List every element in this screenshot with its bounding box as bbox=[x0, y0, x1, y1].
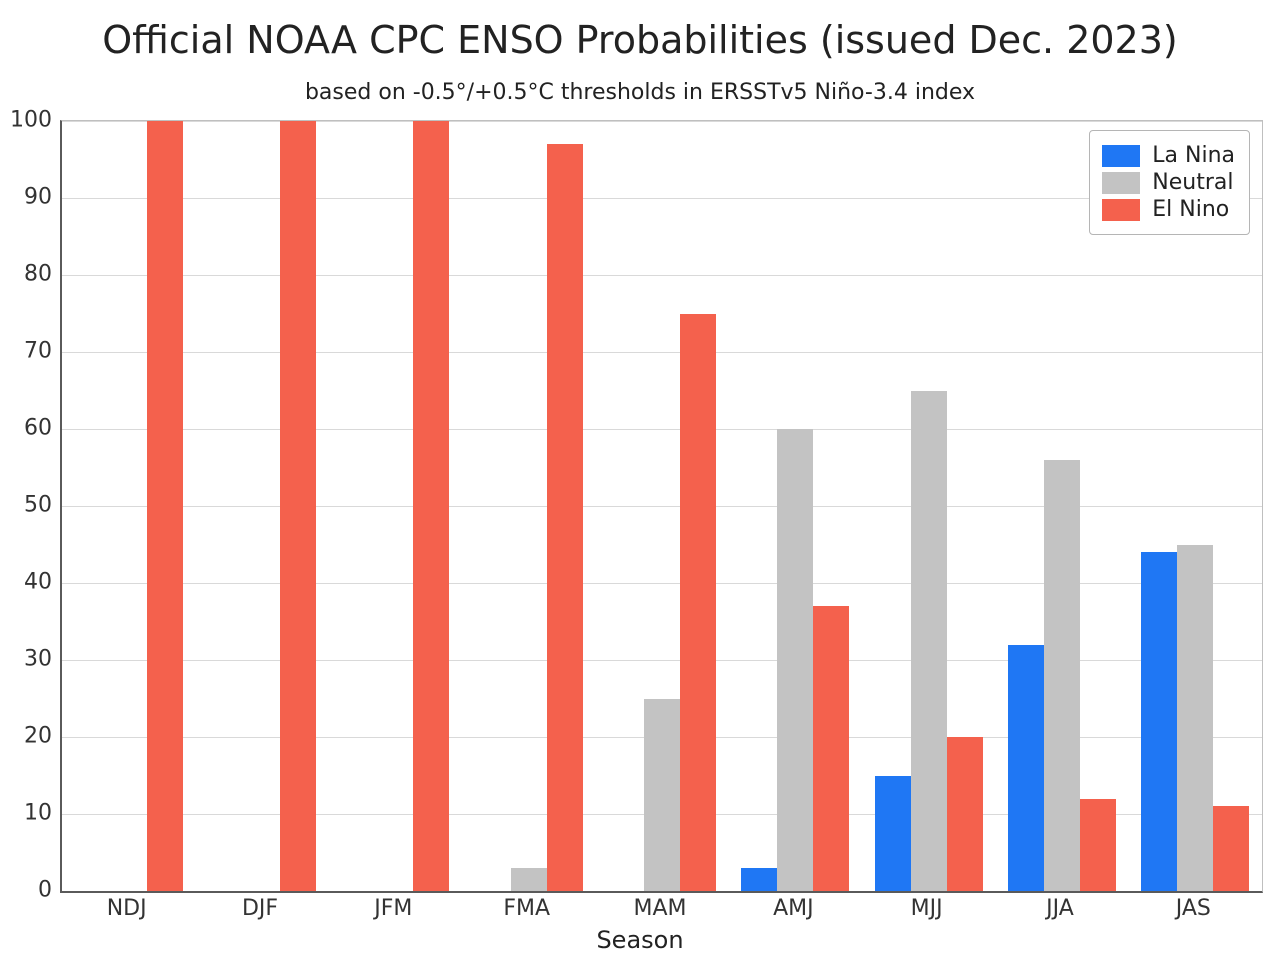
bar bbox=[875, 776, 911, 892]
bar bbox=[147, 121, 183, 891]
plot-area bbox=[60, 120, 1263, 893]
x-axis-label: Season bbox=[0, 926, 1280, 954]
x-tick-label: JAS bbox=[1133, 896, 1253, 921]
gridline bbox=[62, 275, 1262, 276]
bar bbox=[280, 121, 316, 891]
bar bbox=[1141, 552, 1177, 891]
legend-swatch bbox=[1102, 199, 1140, 221]
bar bbox=[741, 868, 777, 891]
legend-label: El Nino bbox=[1152, 197, 1229, 222]
gridline bbox=[62, 583, 1262, 584]
bar bbox=[547, 144, 583, 891]
y-tick-label: 80 bbox=[0, 262, 52, 287]
gridline bbox=[62, 506, 1262, 507]
bar bbox=[1008, 645, 1044, 891]
x-tick-label: AMJ bbox=[733, 896, 853, 921]
legend-item: El Nino bbox=[1102, 197, 1235, 222]
legend-swatch bbox=[1102, 145, 1140, 167]
bar bbox=[1044, 460, 1080, 891]
y-tick-label: 0 bbox=[0, 878, 52, 903]
x-tick-label: FMA bbox=[467, 896, 587, 921]
legend-item: Neutral bbox=[1102, 170, 1235, 195]
bar bbox=[777, 429, 813, 891]
bar bbox=[511, 868, 547, 891]
legend-label: Neutral bbox=[1152, 170, 1233, 195]
bar bbox=[911, 391, 947, 892]
legend-label: La Nina bbox=[1152, 143, 1235, 168]
y-tick-label: 20 bbox=[0, 724, 52, 749]
bar bbox=[413, 121, 449, 891]
x-tick-label: JFM bbox=[333, 896, 453, 921]
legend: La NinaNeutralEl Nino bbox=[1089, 130, 1250, 235]
gridline bbox=[62, 352, 1262, 353]
x-tick-label: DJF bbox=[200, 896, 320, 921]
y-tick-label: 60 bbox=[0, 416, 52, 441]
bar bbox=[1177, 545, 1213, 892]
gridline bbox=[62, 121, 1262, 122]
chart-container: Official NOAA CPC ENSO Probabilities (is… bbox=[0, 0, 1280, 960]
y-tick-label: 100 bbox=[0, 108, 52, 133]
x-tick-label: MJJ bbox=[867, 896, 987, 921]
gridline bbox=[62, 198, 1262, 199]
bar bbox=[1213, 806, 1249, 891]
bar bbox=[644, 699, 680, 892]
gridline bbox=[62, 660, 1262, 661]
y-tick-label: 10 bbox=[0, 801, 52, 826]
legend-item: La Nina bbox=[1102, 143, 1235, 168]
y-tick-label: 70 bbox=[0, 339, 52, 364]
y-tick-label: 50 bbox=[0, 493, 52, 518]
gridline bbox=[62, 429, 1262, 430]
legend-swatch bbox=[1102, 172, 1140, 194]
x-tick-label: MAM bbox=[600, 896, 720, 921]
y-tick-label: 30 bbox=[0, 647, 52, 672]
bar bbox=[813, 606, 849, 891]
bar bbox=[680, 314, 716, 892]
chart-subtitle: based on -0.5°/+0.5°C thresholds in ERSS… bbox=[0, 80, 1280, 105]
y-tick-label: 40 bbox=[0, 570, 52, 595]
y-tick-label: 90 bbox=[0, 185, 52, 210]
x-tick-label: NDJ bbox=[67, 896, 187, 921]
bar bbox=[947, 737, 983, 891]
chart-title: Official NOAA CPC ENSO Probabilities (is… bbox=[0, 18, 1280, 62]
x-tick-label: JJA bbox=[1000, 896, 1120, 921]
bar bbox=[1080, 799, 1116, 891]
